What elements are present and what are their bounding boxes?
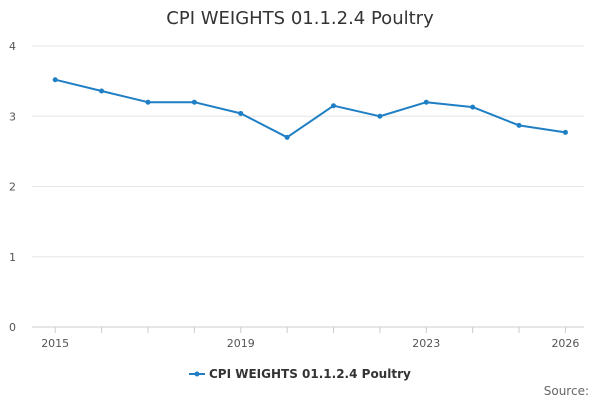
series-layer bbox=[52, 77, 568, 140]
data-point[interactable] bbox=[470, 104, 476, 110]
y-tick-label: 3 bbox=[9, 110, 16, 123]
data-point[interactable] bbox=[284, 134, 290, 140]
series-line bbox=[54, 78, 566, 139]
y-tick-label: 2 bbox=[9, 181, 16, 194]
data-point[interactable] bbox=[516, 122, 522, 128]
chart-title: CPI WEIGHTS 01.1.2.4 Poultry bbox=[166, 8, 434, 29]
data-point[interactable] bbox=[191, 99, 197, 105]
data-point[interactable] bbox=[52, 77, 58, 83]
grid-layer bbox=[32, 45, 584, 328]
data-point[interactable] bbox=[562, 129, 568, 135]
y-tick-label: 4 bbox=[9, 40, 16, 53]
legend-label: CPI WEIGHTS 01.1.2.4 Poultry bbox=[209, 367, 411, 381]
legend-marker bbox=[194, 371, 200, 377]
legend[interactable]: CPI WEIGHTS 01.1.2.4 Poultry bbox=[189, 367, 411, 381]
source-label: Source: bbox=[544, 384, 589, 398]
data-point[interactable] bbox=[99, 88, 105, 94]
data-point[interactable] bbox=[238, 110, 244, 116]
x-tick-label: 2015 bbox=[41, 337, 69, 350]
x-tick-label: 2023 bbox=[412, 337, 440, 350]
y-tick-label: 1 bbox=[9, 251, 16, 264]
data-point[interactable] bbox=[377, 113, 383, 119]
x-axis: 2015 2019 2023 2026 bbox=[41, 327, 579, 350]
x-tick-label: 2019 bbox=[227, 337, 255, 350]
y-tick-label: 0 bbox=[9, 321, 16, 334]
data-point[interactable] bbox=[331, 103, 337, 109]
data-point[interactable] bbox=[145, 99, 151, 105]
data-point[interactable] bbox=[423, 99, 429, 105]
y-axis: 0 1 2 3 4 bbox=[9, 40, 16, 334]
x-tick-label: 2026 bbox=[551, 337, 579, 350]
